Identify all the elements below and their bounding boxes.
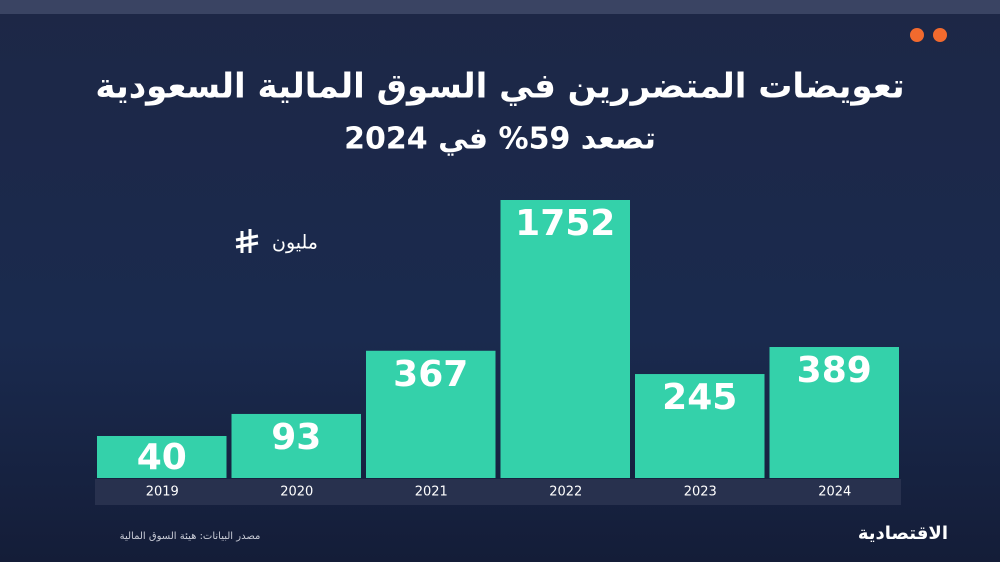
chart-title: تعويضات المتضررين في السوق المالية السعو… (95, 67, 904, 107)
value-label: 389 (797, 350, 872, 391)
brand-logo: الاقتصادية (858, 523, 948, 544)
source-note: مصدر البيانات: هيئة السوق المالية (120, 531, 261, 542)
bar (231, 413, 361, 478)
value-label: 367 (393, 354, 468, 395)
bar (500, 200, 630, 478)
value-label: 93 (271, 417, 321, 458)
value-label: 40 (137, 437, 187, 478)
x-tick-label: 2020 (280, 485, 313, 500)
top-strip (0, 0, 1000, 14)
x-tick-label: 2022 (549, 485, 582, 500)
year-strip (95, 479, 901, 505)
bar (97, 435, 227, 478)
x-tick-label: 2019 (146, 485, 179, 500)
unit-label: مليون (272, 232, 318, 254)
value-label: 245 (662, 377, 737, 418)
chart-subtitle: تصعد 59% في 2024 (344, 122, 656, 157)
bar (635, 374, 765, 478)
x-tick-label: 2024 (818, 485, 851, 500)
bar (366, 350, 496, 478)
brand-dot (933, 28, 947, 42)
brand-dot (910, 28, 924, 42)
bar (769, 347, 899, 478)
riyal-symbol (235, 229, 259, 253)
x-tick-label: 2021 (415, 485, 448, 500)
value-label: 1752 (515, 203, 615, 244)
x-tick-label: 2023 (684, 485, 717, 500)
